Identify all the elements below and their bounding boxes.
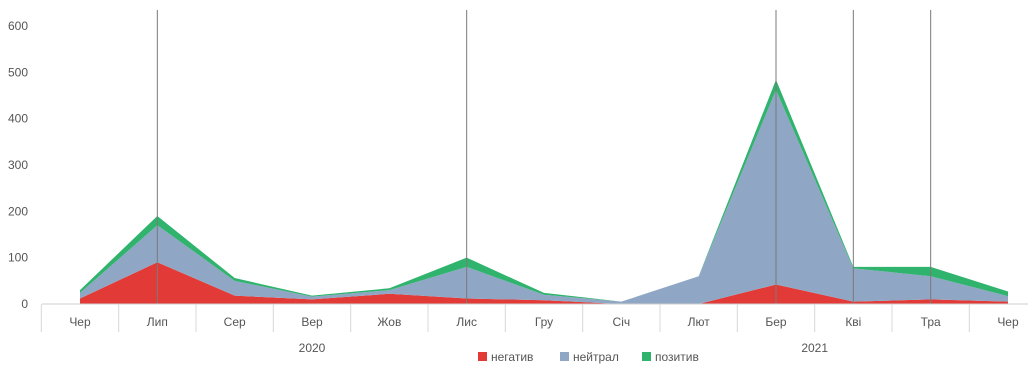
x-tick-label: Вер [301,315,323,329]
y-axis: 0 100 200 300 400 500 600 [8,19,28,311]
legend-label: позитив [655,350,699,364]
y-tick-label: 100 [8,251,28,265]
x-tick-label: Сер [224,315,246,329]
y-tick-label: 0 [21,297,28,311]
x-tick-label: Лис [456,315,477,329]
legend: негатив нейтрал позитив [478,350,699,364]
y-tick-label: 500 [8,65,28,79]
x-tick-label: Лют [688,315,711,329]
year-group-label: 2021 [801,341,828,355]
x-tick-label: Гру [535,315,553,329]
y-tick-label: 300 [8,158,28,172]
legend-swatch [560,352,569,361]
x-tick-label: Січ [613,315,631,329]
y-tick-label: 400 [8,112,28,126]
x-tick-label: Тра [921,315,941,329]
x-tick-label: Бер [765,315,787,329]
x-tick-label: Лип [147,315,168,329]
x-tick-label: Чер [69,315,91,329]
legend-item: негатив [478,350,533,364]
y-tick-label: 600 [8,19,28,33]
series-areas [80,80,1008,304]
year-group-label: 2020 [299,341,326,355]
x-axis: Чер Лип Сер Вер Жов Лис Гру Січ Лют Бер Кві Тра Чер 2… [41,304,1028,355]
x-tick-label: Кві [845,315,861,329]
area-series-1 [80,90,1008,304]
legend-swatch [478,352,487,361]
area-series-2 [80,80,1008,302]
legend-swatch [642,352,651,361]
legend-label: нейтрал [573,350,619,364]
legend-item: позитив [642,350,699,364]
legend-label: негатив [491,350,533,364]
x-tick-label: Чер [997,315,1019,329]
legend-item: нейтрал [560,350,619,364]
x-tick-label: Жов [377,315,401,329]
y-tick-label: 200 [8,204,28,218]
